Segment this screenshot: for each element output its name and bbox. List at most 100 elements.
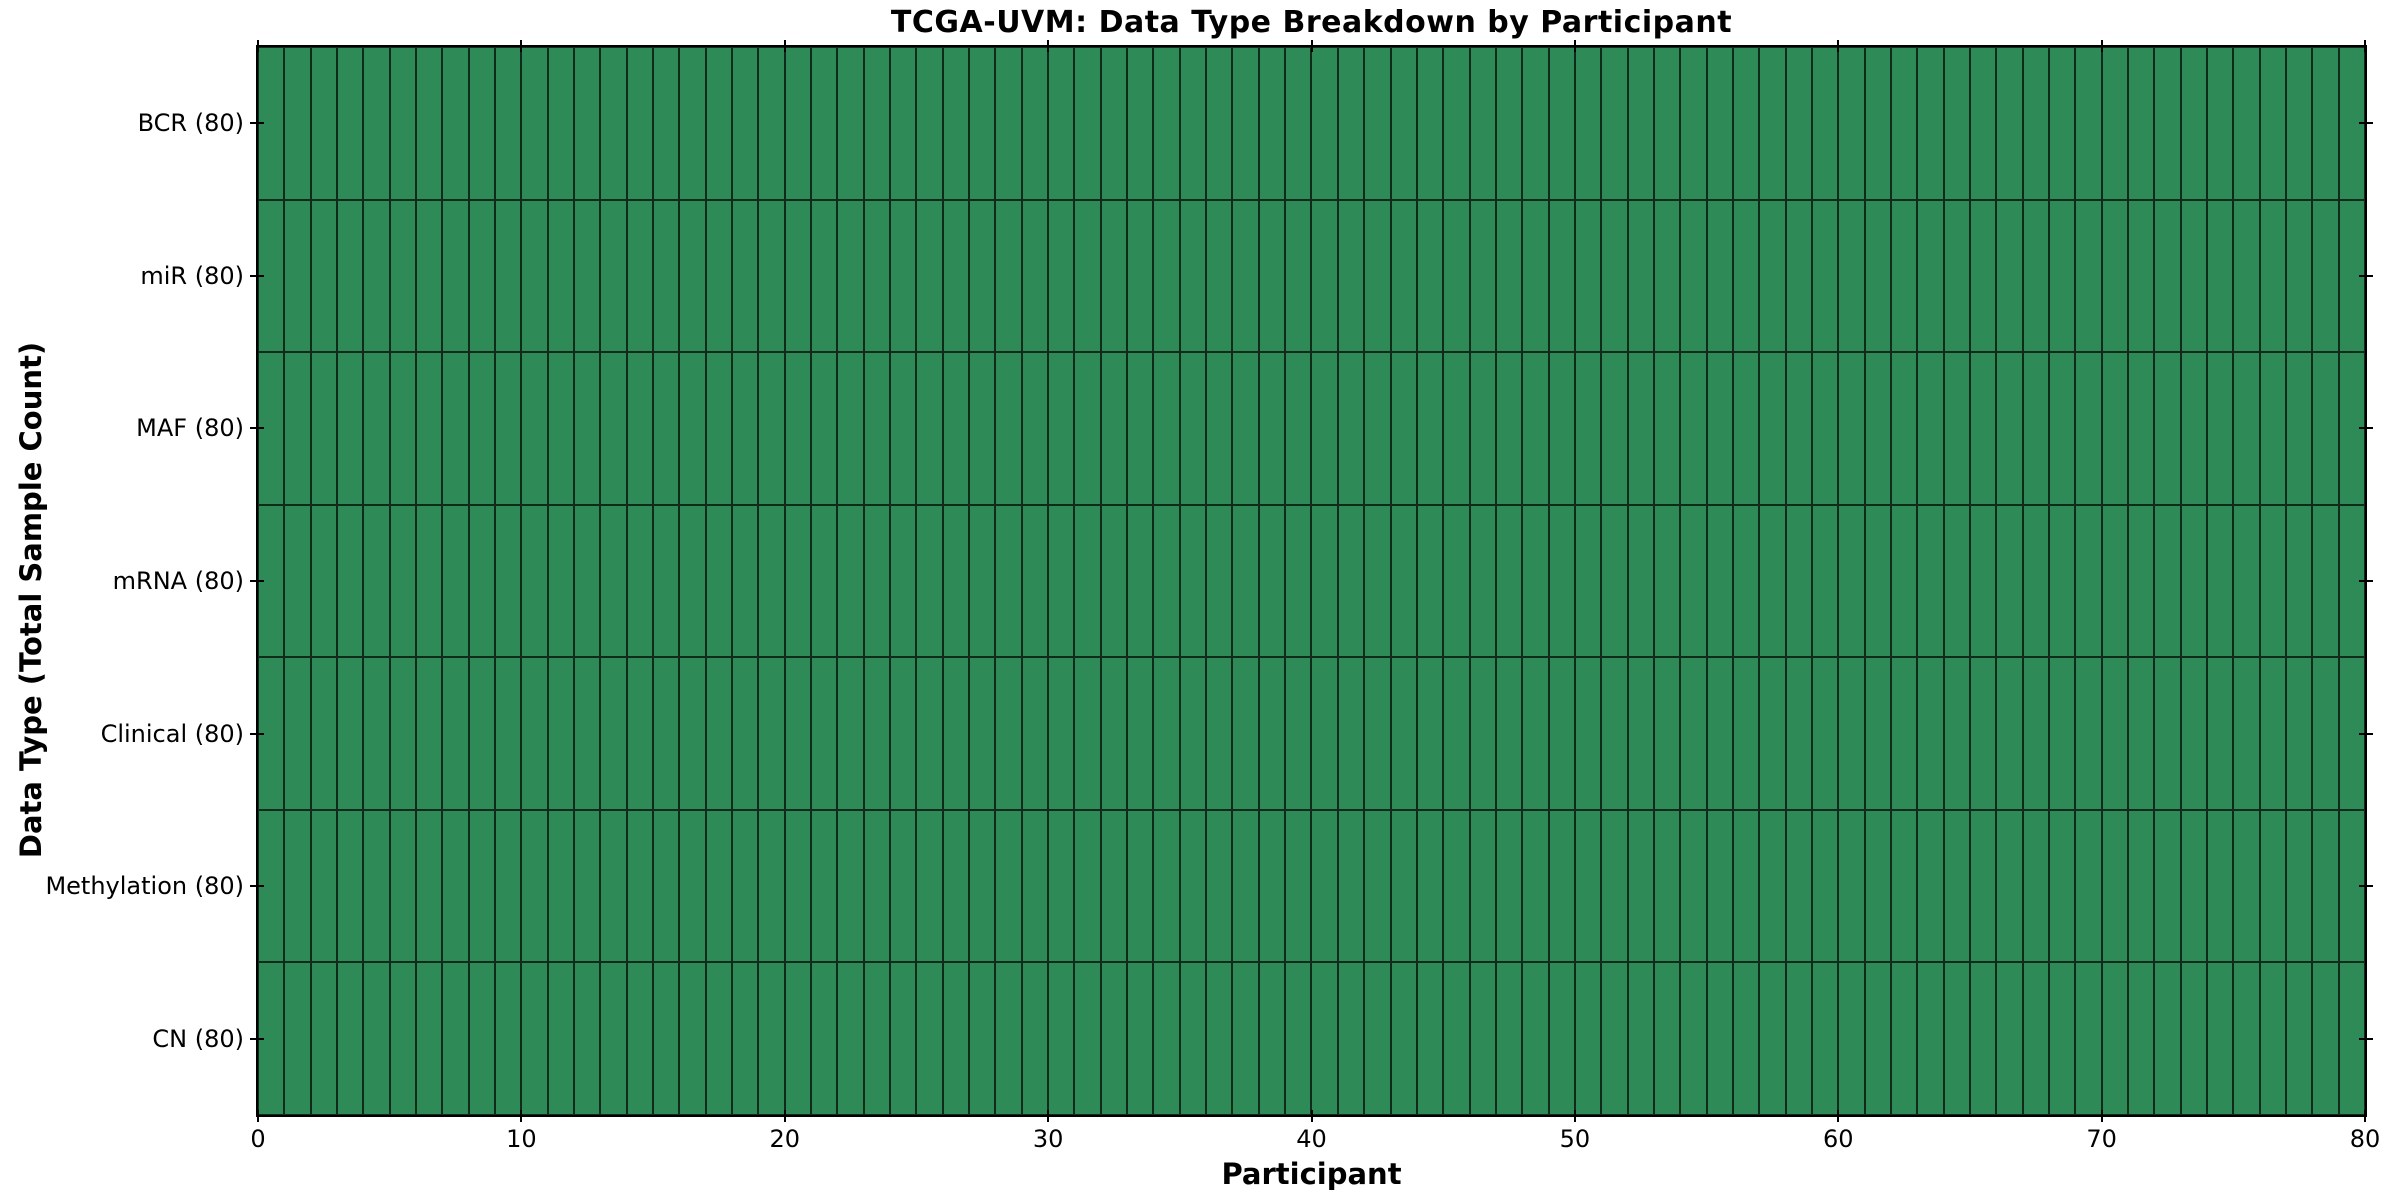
grid-cell — [1074, 504, 1101, 658]
grid-cell — [521, 352, 548, 505]
grid-cell — [2127, 47, 2155, 200]
grid-cell — [916, 809, 943, 963]
grid-cell — [1838, 504, 1865, 658]
grid-cell — [1021, 657, 1049, 810]
grid-cell — [1732, 962, 1760, 1115]
grid-cell — [784, 47, 812, 200]
grid-cell — [1627, 657, 1654, 810]
y-tick-mark — [250, 732, 264, 735]
grid-cell — [547, 657, 575, 810]
grid-cell — [1943, 962, 1970, 1115]
grid-cell — [574, 657, 601, 810]
x-tick-mark — [1310, 1110, 1313, 1122]
grid-cell — [1601, 199, 1628, 353]
grid-cell — [1258, 962, 1286, 1115]
grid-cell — [1416, 199, 1444, 353]
grid-cell — [495, 199, 522, 353]
y-tick-label: BCR (80) — [137, 109, 244, 138]
grid-cell — [1996, 657, 2023, 810]
grid-cell — [995, 657, 1022, 810]
grid-cell — [1469, 352, 1496, 505]
grid-cell — [1258, 809, 1286, 963]
y-tick-mark — [2359, 732, 2373, 735]
y-axis-label: Data Type (Total Sample Count) — [14, 341, 48, 859]
grid-cell — [732, 657, 759, 810]
grid-cell — [2312, 199, 2339, 353]
grid-cell — [653, 47, 680, 200]
grid-cell — [1337, 352, 1365, 505]
grid-cell — [811, 504, 838, 658]
grid-cell — [784, 352, 812, 505]
grid-cell — [574, 962, 601, 1115]
grid-cell — [890, 962, 917, 1115]
grid-cell — [784, 962, 812, 1115]
grid-cell — [1390, 809, 1417, 963]
x-tick-label: 20 — [769, 1125, 801, 1153]
grid-cell — [495, 47, 522, 200]
grid-cell — [1443, 962, 1470, 1115]
grid-cell — [705, 199, 733, 353]
grid-cell — [2180, 962, 2207, 1115]
grid-cell — [284, 962, 311, 1115]
grid-cell — [1495, 657, 1523, 810]
grid-cell — [1443, 199, 1470, 353]
grid-cell — [1153, 809, 1180, 963]
grid-cell — [1864, 352, 1891, 505]
grid-cell — [1548, 199, 1575, 353]
grid-cell — [1890, 657, 1918, 810]
grid-cell — [1469, 809, 1496, 963]
grid-cell — [2127, 657, 2155, 810]
grid-cell — [1917, 962, 1944, 1115]
grid-cell — [811, 199, 838, 353]
grid-cell — [1048, 199, 1075, 353]
grid-cell — [916, 962, 943, 1115]
grid-cell — [2233, 962, 2260, 1115]
grid-cell — [1706, 657, 1733, 810]
grid-cell — [679, 199, 706, 353]
grid-cell — [1495, 352, 1523, 505]
grid-cell — [679, 962, 706, 1115]
grid-cell — [2206, 352, 2234, 505]
grid-cell — [2022, 809, 2049, 963]
grid-cell — [1890, 504, 1918, 658]
grid-cell — [1364, 962, 1391, 1115]
grid-cell — [1074, 199, 1101, 353]
grid-cell — [1759, 199, 1786, 353]
grid-cell — [916, 504, 943, 658]
grid-cell — [1285, 504, 1312, 658]
grid-cell — [969, 962, 996, 1115]
grid-cell — [2259, 199, 2286, 353]
grid-cell — [2022, 352, 2049, 505]
y-tick-label: MAF (80) — [136, 414, 244, 443]
grid-cell — [890, 199, 917, 353]
grid-cell — [732, 809, 759, 963]
grid-cell — [1021, 47, 1049, 200]
grid-cell — [2154, 657, 2181, 810]
grid-cell — [942, 352, 970, 505]
grid-cell — [337, 504, 364, 658]
grid-cell — [1337, 809, 1365, 963]
x-tick-mark — [783, 40, 786, 52]
grid-cell — [2312, 809, 2339, 963]
grid-cell — [1811, 47, 1839, 200]
grid-cell — [2285, 199, 2313, 353]
grid-cell — [1416, 809, 1444, 963]
grid-cell — [416, 352, 443, 505]
grid-cell — [1706, 809, 1733, 963]
grid-cell — [574, 809, 601, 963]
grid-cell — [626, 962, 654, 1115]
grid-cell — [679, 657, 706, 810]
grid-cell — [758, 504, 785, 658]
grid-cell — [1390, 504, 1417, 658]
grid-cell — [1969, 47, 1997, 200]
grid-cell — [1179, 657, 1207, 810]
grid-cell — [1285, 352, 1312, 505]
x-tick-mark — [783, 1110, 786, 1122]
grid-cell — [1706, 504, 1733, 658]
grid-cell — [1258, 199, 1286, 353]
grid-cell — [1706, 47, 1733, 200]
grid-cell — [442, 657, 469, 810]
grid-cell — [653, 352, 680, 505]
y-tick-mark — [2359, 122, 2373, 125]
grid-cell — [495, 352, 522, 505]
